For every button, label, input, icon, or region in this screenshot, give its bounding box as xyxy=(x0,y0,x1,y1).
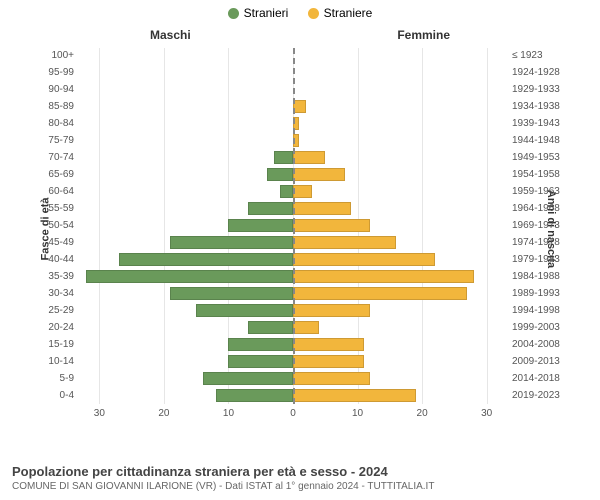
birth-year-label: 1989-1993 xyxy=(512,286,560,301)
birth-year-label: 1929-1933 xyxy=(512,82,560,97)
birth-year-label: 1984-1988 xyxy=(512,269,560,284)
legend-label-male: Stranieri xyxy=(244,6,289,20)
bar-male xyxy=(228,219,293,232)
bar-female xyxy=(293,355,364,368)
age-label: 65-69 xyxy=(48,167,74,182)
age-label: 15-19 xyxy=(48,337,74,352)
bar-male xyxy=(267,168,293,181)
birth-year-label: 1949-1953 xyxy=(512,150,560,165)
bar-male xyxy=(119,253,293,266)
age-label: 75-79 xyxy=(48,133,74,148)
chart-subtitle: COMUNE DI SAN GIOVANNI ILARIONE (VR) - D… xyxy=(12,481,588,492)
legend: Stranieri Straniere xyxy=(0,0,600,24)
age-label: 60-64 xyxy=(48,184,74,199)
center-axis xyxy=(293,48,295,404)
x-tick: 10 xyxy=(352,408,363,419)
birth-year-label: 1934-1938 xyxy=(512,99,560,114)
age-label: 50-54 xyxy=(48,218,74,233)
birth-year-label: 1979-1983 xyxy=(512,252,560,267)
birth-year-label: 1999-2003 xyxy=(512,320,560,335)
bar-male xyxy=(274,151,293,164)
bar-male xyxy=(86,270,293,283)
bar-male xyxy=(170,236,293,249)
age-label: 85-89 xyxy=(48,99,74,114)
birth-year-label: 1924-1928 xyxy=(512,65,560,80)
age-label: 35-39 xyxy=(48,269,74,284)
birth-year-label: 1964-1968 xyxy=(512,201,560,216)
x-tick: 0 xyxy=(290,408,296,419)
age-label: 10-14 xyxy=(48,354,74,369)
age-label: 5-9 xyxy=(60,371,74,386)
x-tick: 10 xyxy=(223,408,234,419)
bar-female xyxy=(293,168,345,181)
column-header-female: Femmine xyxy=(397,28,450,42)
bar-female xyxy=(293,185,312,198)
x-tick: 20 xyxy=(158,408,169,419)
x-tick: 30 xyxy=(481,408,492,419)
birth-year-label: 1944-1948 xyxy=(512,133,560,148)
age-label: 90-94 xyxy=(48,82,74,97)
birth-year-label: 1959-1963 xyxy=(512,184,560,199)
x-tick: 30 xyxy=(94,408,105,419)
bar-male xyxy=(248,321,293,334)
bar-female xyxy=(293,338,364,351)
age-label: 70-74 xyxy=(48,150,74,165)
bar-female xyxy=(293,389,416,402)
age-label: 95-99 xyxy=(48,65,74,80)
bar-female xyxy=(293,321,319,334)
birth-year-label: 1969-1973 xyxy=(512,218,560,233)
age-label: 45-49 xyxy=(48,235,74,250)
legend-swatch-male xyxy=(228,8,239,19)
age-label: 25-29 xyxy=(48,303,74,318)
age-label: 55-59 xyxy=(48,201,74,216)
bar-male xyxy=(280,185,293,198)
birth-year-label: 1974-1978 xyxy=(512,235,560,250)
bar-male xyxy=(170,287,293,300)
bar-female xyxy=(293,270,474,283)
bar-female xyxy=(293,219,370,232)
chart-area: Maschi Femmine Fasce di età Anni di nasc… xyxy=(20,24,580,434)
bar-male xyxy=(248,202,293,215)
legend-item-male: Stranieri xyxy=(228,6,289,20)
age-label: 80-84 xyxy=(48,116,74,131)
column-header-male: Maschi xyxy=(150,28,191,42)
chart-title: Popolazione per cittadinanza straniera p… xyxy=(12,464,588,479)
bar-male xyxy=(203,372,293,385)
legend-label-female: Straniere xyxy=(324,6,373,20)
birth-year-label: 1939-1943 xyxy=(512,116,560,131)
bar-female xyxy=(293,287,467,300)
legend-item-female: Straniere xyxy=(308,6,373,20)
age-label: 0-4 xyxy=(60,388,74,403)
birth-year-label: 1994-1998 xyxy=(512,303,560,318)
bar-female xyxy=(293,151,325,164)
age-label: 100+ xyxy=(51,48,74,63)
legend-swatch-female xyxy=(308,8,319,19)
age-label: 30-34 xyxy=(48,286,74,301)
bar-female xyxy=(293,304,370,317)
bar-male xyxy=(216,389,293,402)
chart-footer: Popolazione per cittadinanza straniera p… xyxy=(12,464,588,492)
bar-female xyxy=(293,372,370,385)
bar-male xyxy=(228,338,293,351)
bar-male xyxy=(228,355,293,368)
bar-female xyxy=(293,202,351,215)
plot-region: 0101020203030100+≤ 192395-991924-192890-… xyxy=(80,48,506,404)
bar-male xyxy=(196,304,293,317)
birth-year-label: 1954-1958 xyxy=(512,167,560,182)
bar-female xyxy=(293,253,435,266)
age-label: 20-24 xyxy=(48,320,74,335)
bar-female xyxy=(293,236,396,249)
birth-year-label: ≤ 1923 xyxy=(512,48,543,63)
x-tick: 20 xyxy=(417,408,428,419)
birth-year-label: 2004-2008 xyxy=(512,337,560,352)
birth-year-label: 2014-2018 xyxy=(512,371,560,386)
birth-year-label: 2019-2023 xyxy=(512,388,560,403)
age-label: 40-44 xyxy=(48,252,74,267)
chart-container: { "legend": { "male": { "label": "Strani… xyxy=(0,0,600,500)
birth-year-label: 2009-2013 xyxy=(512,354,560,369)
